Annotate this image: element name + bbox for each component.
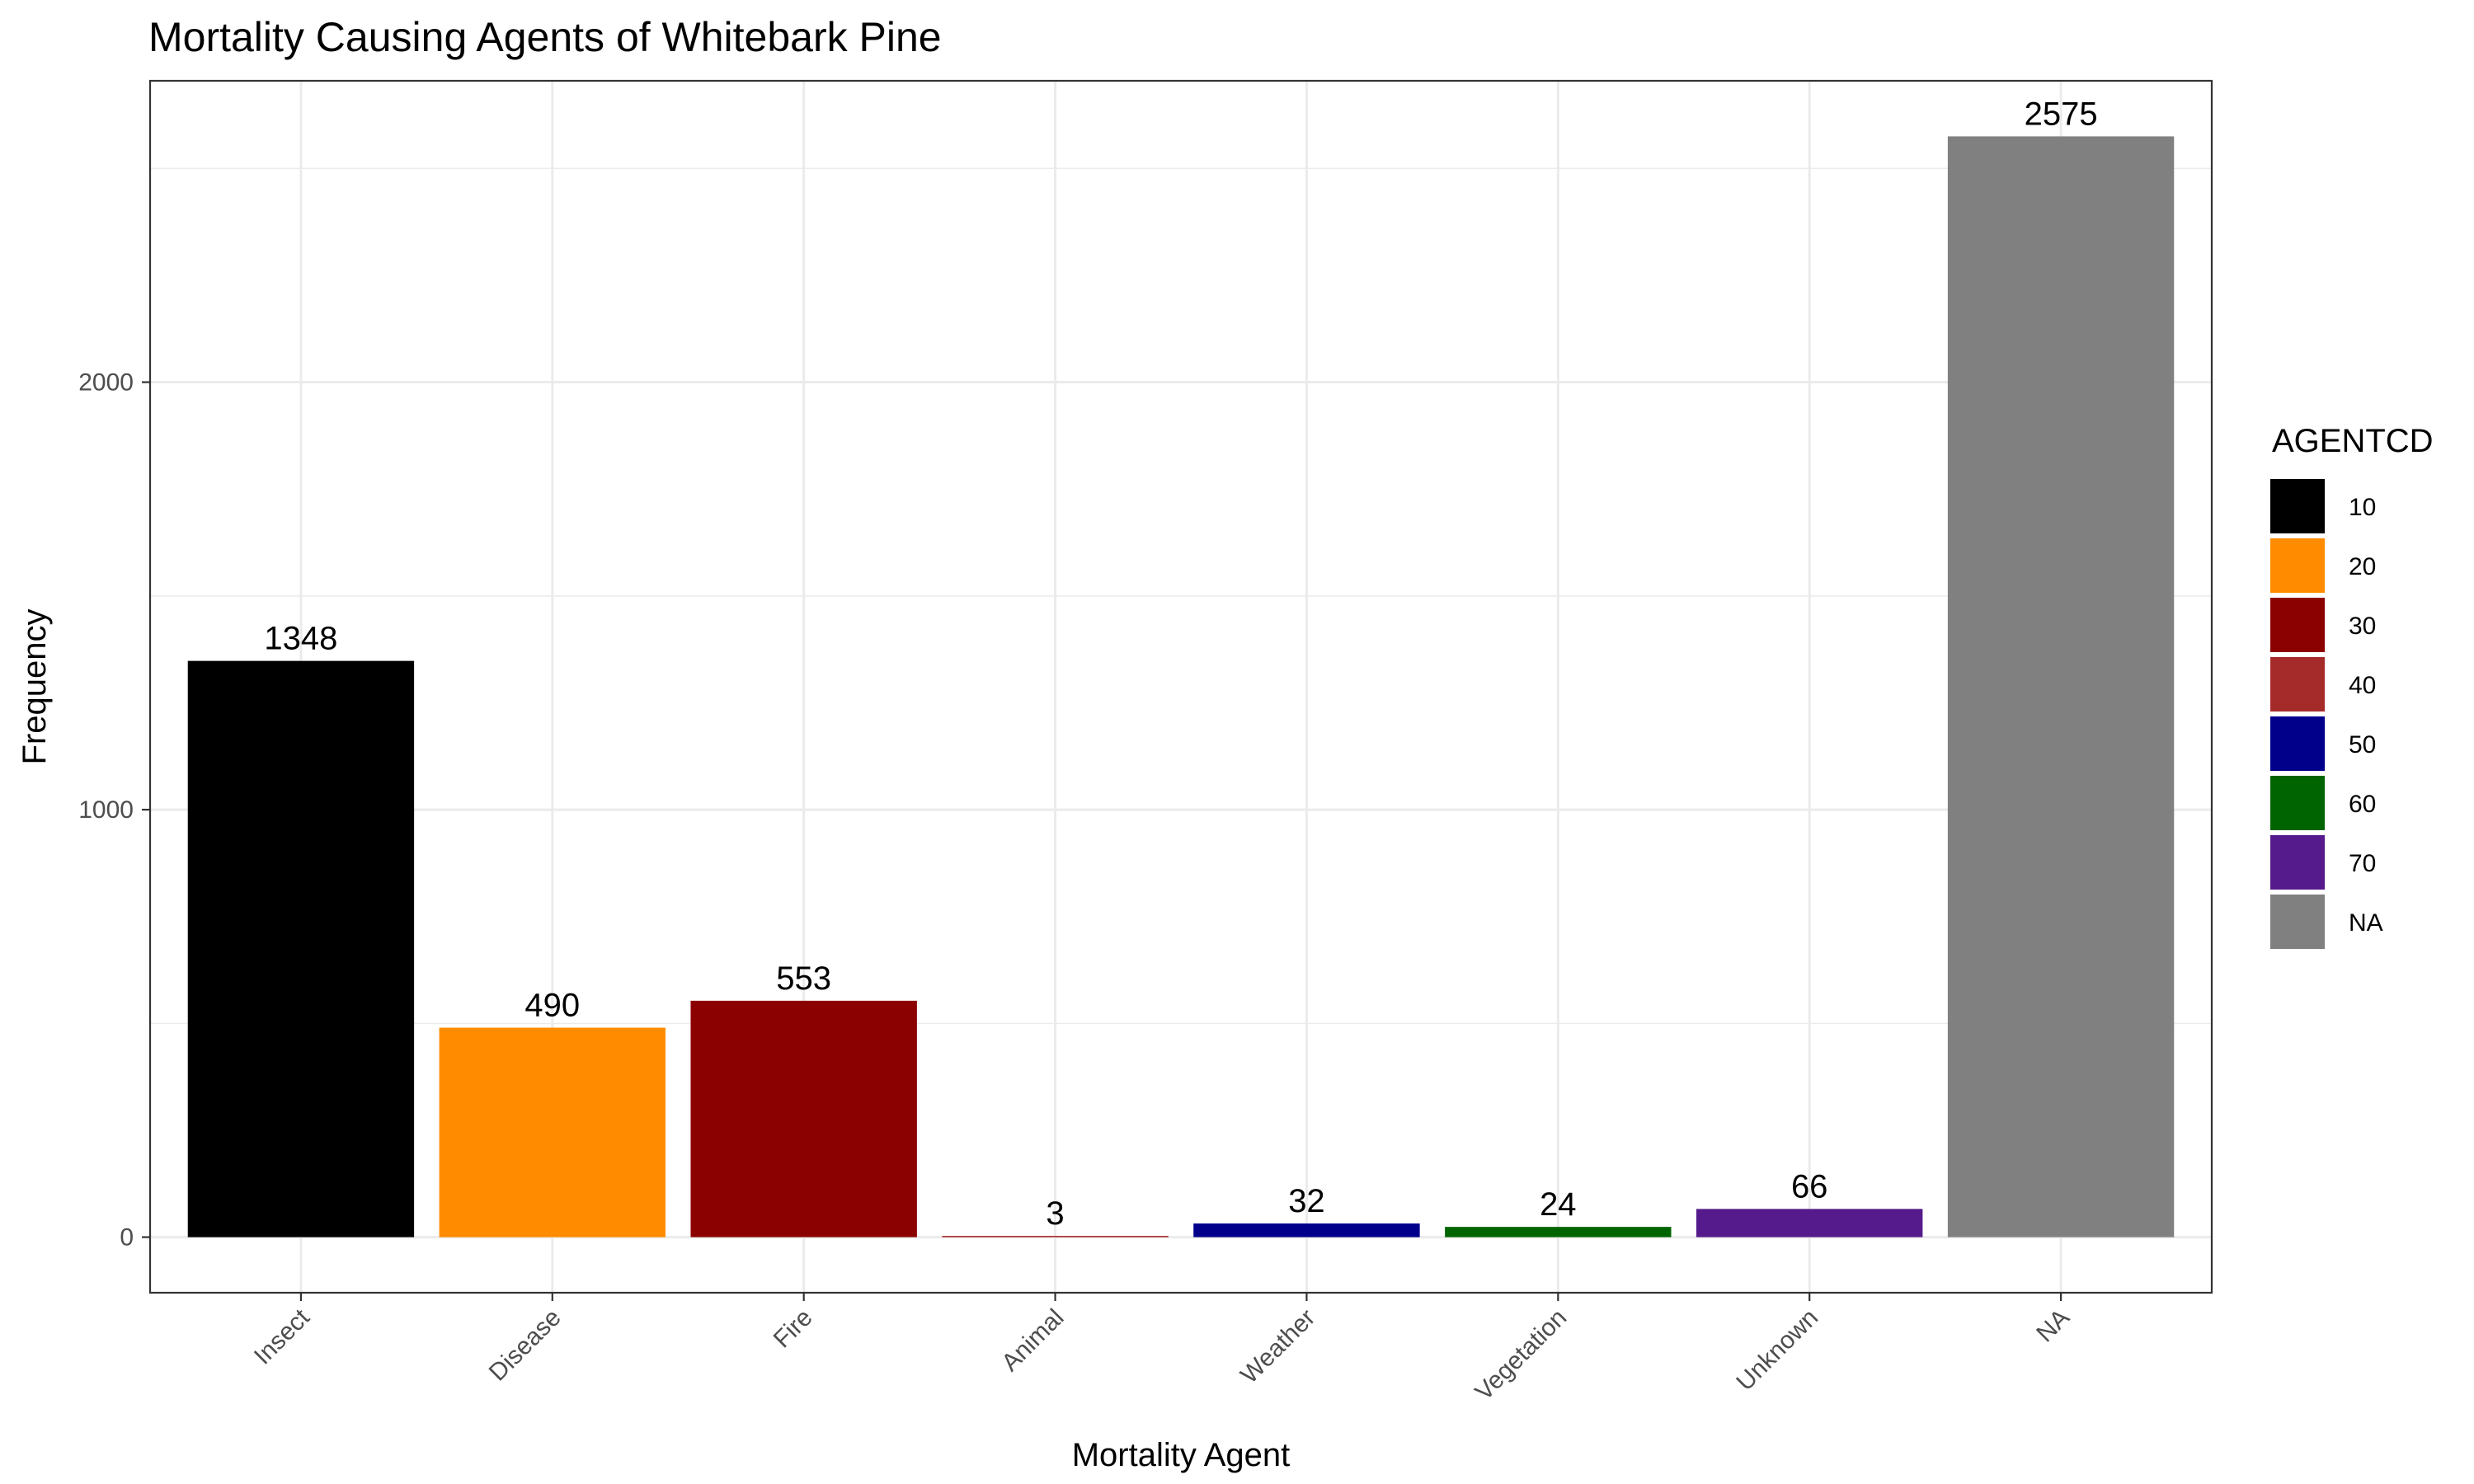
bar-weather (1193, 1223, 1420, 1237)
y-tick-label: 1000 (78, 796, 134, 824)
x-tick-label: Insect (249, 1303, 315, 1369)
legend-key (2269, 596, 2326, 654)
bar-unknown (1696, 1209, 1923, 1237)
bar-vegetation (1445, 1227, 1672, 1237)
legend-key (2269, 477, 2326, 535)
data-label: 1348 (264, 621, 337, 657)
x-tick-label: Vegetation (1470, 1304, 1573, 1407)
legend-label: 50 (2349, 731, 2376, 758)
x-tick-label: Disease (484, 1304, 567, 1387)
legend-key (2269, 537, 2326, 594)
data-label: 66 (1791, 1168, 1828, 1205)
bar-animal (942, 1236, 1169, 1237)
bar-disease (439, 1027, 666, 1237)
bars (187, 136, 2175, 1237)
chart-title: Mortality Causing Agents of Whitebark Pi… (148, 14, 942, 60)
legend-key (2269, 834, 2326, 891)
x-tick-label: Animal (996, 1304, 1069, 1377)
x-tick-label: Fire (769, 1304, 818, 1354)
data-label: 490 (524, 988, 580, 1024)
bar-insect (187, 660, 415, 1237)
y-tick-label: 2000 (78, 369, 134, 397)
x-tick-label: Unknown (1731, 1304, 1823, 1397)
data-label: 3 (1046, 1195, 1064, 1232)
legend-label: 30 (2349, 613, 2376, 640)
legend-label: 70 (2349, 850, 2376, 877)
legend: AGENTCD 10 20 30 40 50 60 70 NA (2269, 423, 2434, 951)
plot-border (148, 79, 2213, 1294)
legend-label: NA (2349, 909, 2383, 937)
data-labels: 1348 490 553 3 32 24 66 2575 (264, 96, 2097, 1232)
legend-label: 60 (2349, 791, 2376, 818)
legend-key (2269, 774, 2326, 832)
legend-key (2269, 715, 2326, 773)
x-axis: Insect Disease Fire Animal Weather Vegetation… (249, 1293, 2075, 1406)
legend-label: 10 (2349, 494, 2376, 521)
legend-key (2269, 655, 2326, 713)
data-label: 2575 (2025, 96, 2098, 132)
data-label: 553 (776, 960, 831, 997)
x-axis-title: Mortality Agent (1072, 1437, 1291, 1473)
y-axis-title: Frequency (16, 609, 53, 765)
legend-label: 40 (2349, 672, 2376, 699)
bar-fire (690, 1000, 917, 1237)
data-label: 24 (1540, 1186, 1577, 1223)
bar-na (1947, 136, 2175, 1237)
y-tick-label: 0 (120, 1224, 134, 1252)
y-axis: 0 1000 2000 (78, 369, 150, 1252)
data-label: 32 (1288, 1183, 1325, 1219)
legend-label: 20 (2349, 553, 2376, 580)
x-tick-label: NA (2031, 1304, 2075, 1348)
legend-key (2269, 893, 2326, 951)
legend-title: AGENTCD (2272, 423, 2434, 459)
x-tick-label: Weather (1235, 1304, 1320, 1389)
